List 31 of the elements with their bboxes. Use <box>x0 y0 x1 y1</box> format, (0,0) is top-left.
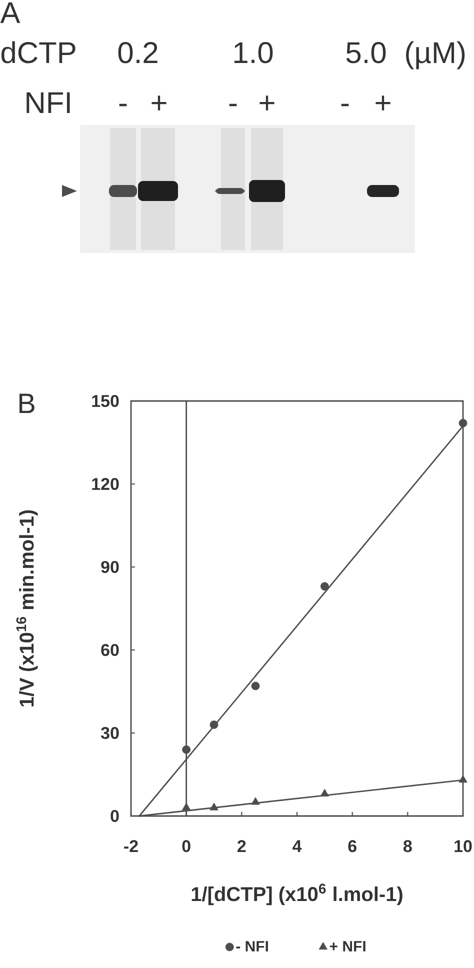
y-tick-label: 0 <box>110 810 119 822</box>
x-tick-label: 6 <box>348 840 356 852</box>
text: A <box>0 2 20 23</box>
x-axis-title: 1/[dCTP] (x10$^{6}$ l.mol-1) <box>192 884 402 906</box>
legend-label: - NFI <box>236 941 268 952</box>
text: - <box>119 104 127 106</box>
text: NFI <box>26 92 70 113</box>
text: + <box>260 96 274 110</box>
text: dCTP <box>1 41 76 64</box>
text: - <box>341 104 349 106</box>
y-tick-label: 150 <box>92 394 119 408</box>
y-tick-label: 30 <box>100 726 119 740</box>
x-tick-label: 8 <box>403 840 412 852</box>
text: (µM) <box>406 41 465 70</box>
text: 1.0 <box>234 42 273 64</box>
text: + <box>152 96 166 110</box>
x-tick-label: 10 <box>454 840 472 852</box>
y-tick-label: 60 <box>101 644 119 656</box>
x-tick-label: 4 <box>292 840 302 852</box>
x-tick-label: 2 <box>238 840 246 852</box>
text: 0.2 <box>118 42 158 64</box>
x-tick-label: -2 <box>124 840 138 852</box>
text: - <box>229 104 237 106</box>
legend-label: + NFI <box>330 941 366 952</box>
text: 5.0 <box>346 42 386 64</box>
text: B <box>19 394 34 413</box>
text: + <box>376 96 390 110</box>
y-tick-label: 90 <box>101 560 119 574</box>
y-tick-label: 120 <box>92 478 119 490</box>
y-axis-title: 1/V (x10$^{16}$ min.mol-1) <box>16 510 38 706</box>
x-tick-label: 0 <box>182 840 190 852</box>
